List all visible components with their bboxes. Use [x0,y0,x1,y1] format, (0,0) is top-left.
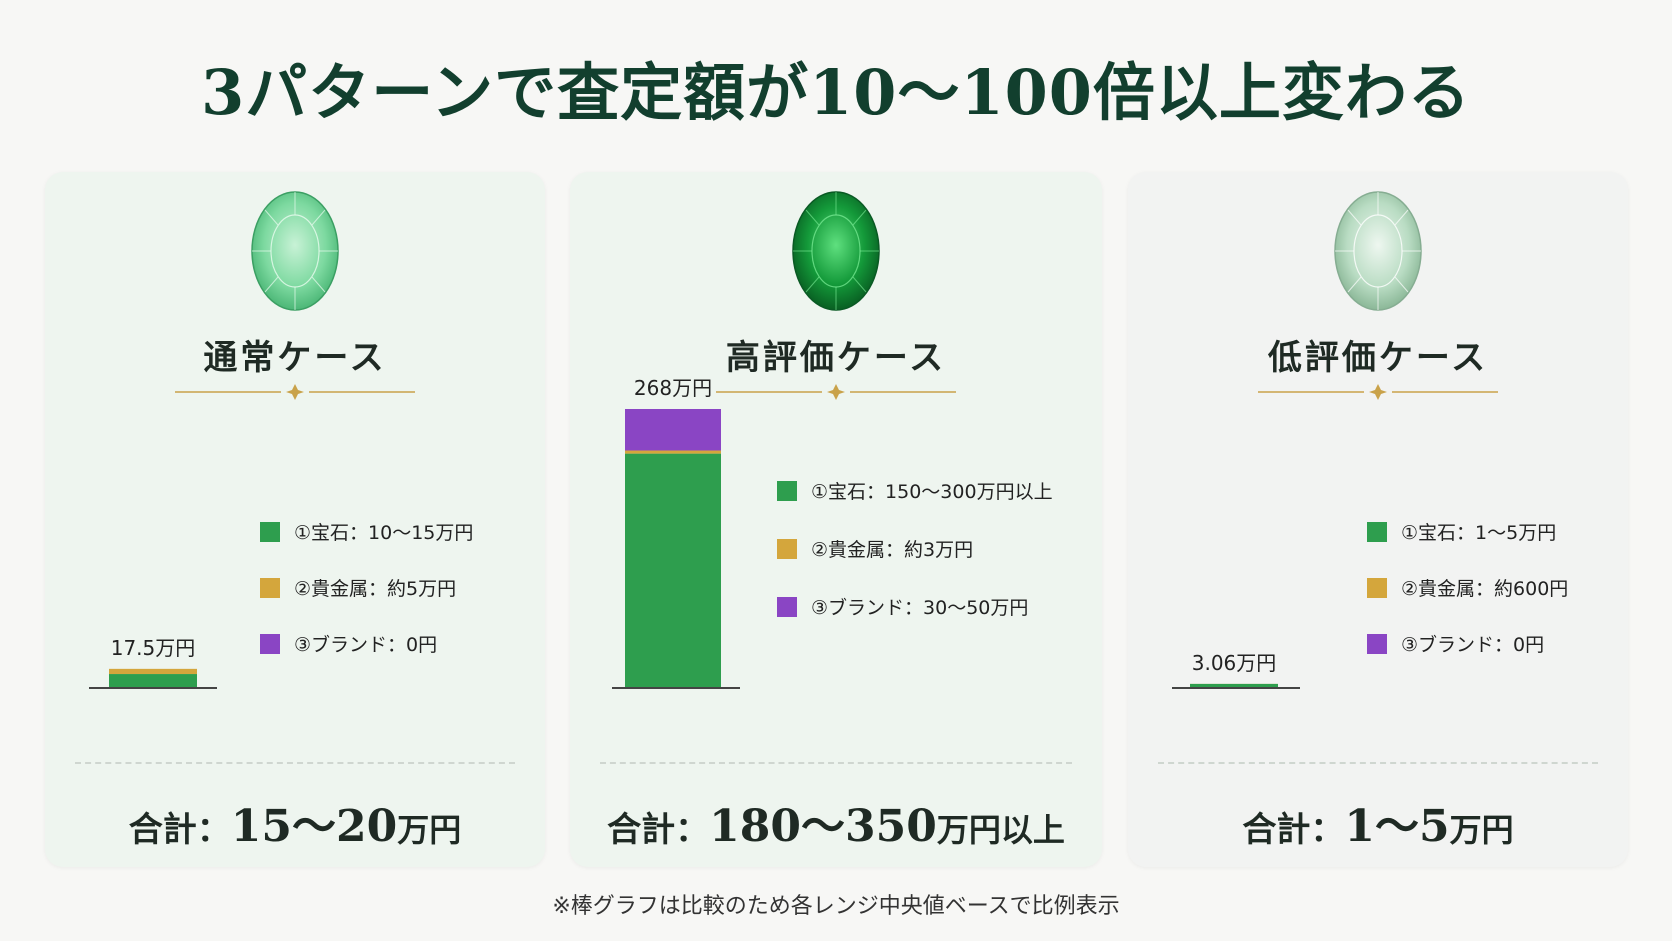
bar-segment [109,674,197,687]
legend-label: ①宝石：1〜5万円 [1401,522,1556,544]
legend-label: ②貴金属：約5万円 [294,578,456,600]
light-green-gem-icon [250,190,340,312]
high-case-card: 高評価ケース 268万円 ①宝石：150〜300万円以上 ②貴金属：約3万円 ③ブラン… [570,172,1102,867]
deep-green-gem-icon [791,190,881,312]
total-summary: 合計：1〜5万円 [1128,790,1628,854]
normal-case-card: 通常ケース 17.5万円 ①宝石：10〜15万円 ②貴金属：約5万円 ③ブランド：0円… [45,172,545,867]
case-title: 高評価ケース [725,338,947,378]
page-title: 3パターンで査定額が10〜100倍以上変わる [201,56,1471,129]
dotted-separator [75,762,515,764]
bar-segment [625,453,721,687]
case-title: 低評価ケース [1267,338,1489,378]
legend-label: ②貴金属：約3万円 [811,539,973,561]
legend-swatch [260,522,280,542]
case-title: 通常ケース [203,338,387,378]
stacked-bar-chart: 17.5万円 ①宝石：10〜15万円 ②貴金属：約5万円 ③ブランド：0円 [89,522,473,689]
bar-segment [625,450,721,454]
legend-swatch [260,578,280,598]
total-value: 180〜350 [709,801,937,852]
legend-swatch [777,539,797,559]
total-value: 1〜5 [1344,801,1450,852]
bar-total-label: 3.06万円 [1192,651,1277,675]
legend-swatch [260,634,280,654]
total-label: 合計： [607,810,710,850]
total-label: 合計： [128,810,231,850]
total-summary: 合計：180〜350万円以上 [570,790,1102,854]
total-label: 合計： [1242,810,1345,850]
legend-label: ①宝石：10〜15万円 [294,522,473,544]
stacked-bar-chart: 268万円 ①宝石：150〜300万円以上 ②貴金属：約3万円 ③ブランド：30〜50… [612,376,1053,689]
total-unit: 万円 [1449,811,1514,849]
total-unit: 万円 [397,811,462,849]
legend-label: ②貴金属：約600円 [1401,578,1568,600]
legend-swatch [1367,522,1387,542]
bar-total-label: 268万円 [634,376,712,400]
total-value: 15〜20 [230,801,398,852]
legend-swatch [777,597,797,617]
bar-total-label: 17.5万円 [111,636,196,660]
legend-label: ①宝石：150〜300万円以上 [811,481,1053,503]
legend-swatch [1367,578,1387,598]
bar-segment [1190,683,1278,687]
ornament-divider [1258,384,1498,400]
total-summary: 合計：15〜20万円 [45,790,545,854]
stacked-bar-chart: 3.06万円 ①宝石：1〜5万円 ②貴金属：約600円 ③ブランド：0円 [1172,522,1568,689]
legend-swatch [777,481,797,501]
bar-segment [109,668,197,675]
legend-label: ③ブランド：0円 [1401,633,1544,656]
pale-green-gem-icon [1333,190,1423,312]
bar-segment [625,409,721,451]
ornament-divider [175,384,415,400]
legend-label: ③ブランド：30〜50万円 [811,596,1028,619]
footnote: ※棒グラフは比較のため各レンジ中央値ベースで比例表示 [552,894,1120,919]
legend-label: ③ブランド：0円 [294,633,437,656]
low-case-card: 低評価ケース 3.06万円 ①宝石：1〜5万円 ②貴金属：約600円 ③ブランド：0円… [1128,172,1628,867]
total-unit: 万円以上 [936,811,1065,849]
ornament-divider [716,384,956,400]
dotted-separator [600,762,1072,764]
legend-swatch [1367,634,1387,654]
dotted-separator [1158,762,1598,764]
